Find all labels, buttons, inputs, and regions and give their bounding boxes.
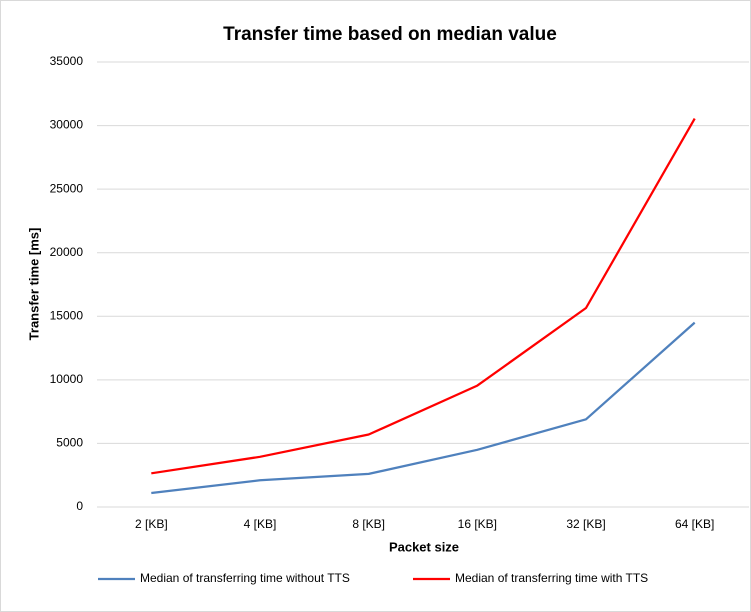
x-tick-label: 2 [KB] — [135, 517, 168, 531]
y-tick-label: 20000 — [50, 245, 84, 259]
series-line — [151, 118, 696, 475]
y-tick-label: 15000 — [50, 308, 84, 322]
y-tick-label: 30000 — [50, 118, 84, 132]
y-axis-title: Transfer time [ms] — [26, 228, 41, 341]
y-tick-label: 5000 — [56, 436, 83, 450]
x-tick-label: 16 [KB] — [458, 517, 497, 531]
y-tick-label: 25000 — [50, 181, 84, 195]
x-tick-label: 64 [KB] — [675, 517, 714, 531]
x-axis-title: Packet size — [389, 539, 459, 554]
series-line — [151, 321, 696, 495]
y-tick-label: 0 — [76, 499, 83, 513]
x-tick-label: 8 [KB] — [352, 517, 385, 531]
y-tick-label: 10000 — [50, 372, 84, 386]
legend-label: Median of transferring time with TTS — [455, 571, 648, 585]
x-tick-label: 32 [KB] — [566, 517, 605, 531]
legend-label: Median of transferring time without TTS — [140, 571, 350, 585]
x-tick-label: 4 [KB] — [244, 517, 277, 531]
chart-title: Transfer time based on median value — [223, 24, 557, 45]
y-tick-label: 35000 — [50, 54, 84, 68]
